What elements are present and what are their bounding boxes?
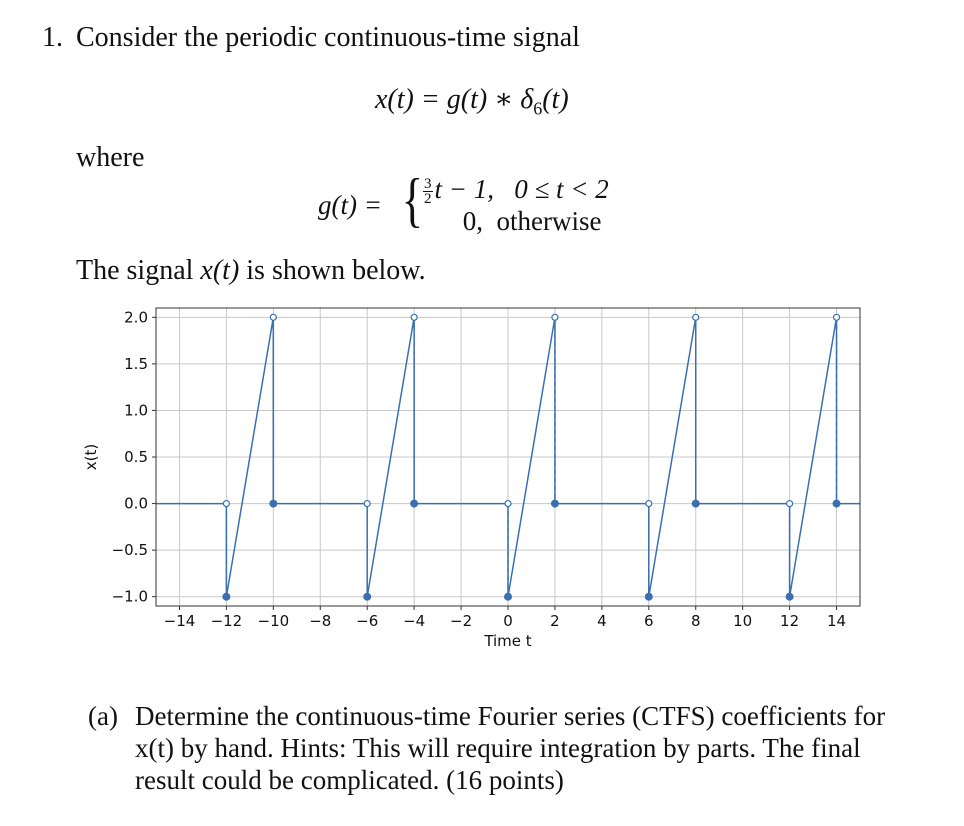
filled-point [550, 499, 559, 508]
x-tick-label: 0 [503, 612, 513, 630]
signal-text-math: x(t) [200, 255, 240, 286]
open-point [222, 499, 230, 508]
eq-x-main: x(t) = g(t) ∗ δ [375, 84, 534, 115]
x-tick-label: −12 [211, 612, 243, 630]
signal-line [156, 317, 860, 597]
eq-x-tail: (t) [542, 84, 569, 115]
signal-text-pre: The signal [76, 255, 201, 286]
y-tick-label: 1.0 [124, 401, 148, 419]
filled-point [410, 499, 419, 508]
y-tick-label: 2.0 [124, 308, 148, 326]
part-a-text: Determine the continuous-time Fourier se… [135, 701, 886, 795]
g-lhs: g(t) = [318, 190, 382, 220]
signal-text-post: is shown below. [239, 255, 426, 286]
x-tick-label: −10 [258, 612, 290, 630]
where-text: where [76, 142, 145, 173]
open-point [363, 499, 371, 508]
y-tick-label: 0.0 [124, 495, 148, 513]
signal-definition-equation: x(t) = g(t) ∗ δ6(t) [375, 82, 569, 120]
y-tick-label: 0.5 [124, 448, 148, 466]
x-tick-label: 14 [827, 612, 846, 630]
open-point [504, 499, 512, 508]
x-tick-label: 8 [691, 612, 701, 630]
eq-x-subscript: 6 [533, 98, 543, 119]
g-case-1-condition: 0 ≤ t < 2 [514, 174, 609, 204]
left-brace: { [401, 167, 424, 233]
x-tick-label: 6 [644, 612, 654, 630]
g-case-2: 0, otherwise [423, 206, 602, 237]
g-case-2-expr: 0, [462, 206, 483, 236]
plot-frame [155, 307, 861, 607]
open-point [410, 313, 418, 321]
open-point [785, 499, 794, 508]
signal-shown-text: The signal x(t) is shown below. [76, 255, 426, 287]
problem-number: 1. [42, 22, 63, 53]
filled-point [363, 592, 372, 601]
filled-point [504, 592, 512, 601]
fraction-numerator: 3 [423, 176, 433, 193]
open-point [832, 313, 841, 321]
y-axis-label: x(t) [82, 444, 100, 470]
x-tick-label: 10 [733, 612, 752, 630]
open-point [269, 313, 277, 321]
x-tick-label: −8 [309, 612, 331, 630]
y-tick-label: 1.5 [124, 355, 148, 373]
x-tick-label: 4 [597, 612, 607, 630]
x-tick-label: −14 [164, 612, 196, 630]
y-tick-label: −0.5 [112, 541, 148, 559]
open-point [645, 499, 653, 508]
x-tick-label: 12 [780, 612, 799, 630]
x-tick-label: −2 [450, 612, 472, 630]
open-point [692, 313, 700, 321]
g-case-2-condition: otherwise [496, 206, 602, 236]
x-axis-label: Time t [483, 632, 531, 650]
series [156, 317, 860, 597]
points [222, 313, 841, 601]
g-case-1-expr: t − 1, [434, 174, 494, 204]
filled-point [785, 592, 794, 601]
x-tick-label: 2 [550, 612, 560, 630]
open-point [551, 313, 559, 321]
y-tick-label: −1.0 [112, 588, 148, 606]
signal-plot: −14 −12 −10 −8 −6 −4 −2 0 2 4 6 8 10 12 14 −1.0 −0.5 0.0 0… [82, 307, 861, 650]
filled-point [269, 499, 278, 508]
axis-ticks: −14 −12 −10 −8 −6 −4 −2 0 2 4 6 8 10 12 14 −1.0 −0.5 0.0 0… [112, 308, 847, 630]
x-tick-label: −4 [403, 612, 425, 630]
filled-point [644, 592, 653, 601]
filled-point [222, 592, 231, 601]
problem-intro: Consider the periodic continuous-time si… [76, 22, 580, 53]
fraction-denominator: 2 [424, 191, 432, 208]
x-tick-label: −6 [356, 612, 378, 630]
filled-point [832, 499, 841, 508]
part-a-label: (a) [88, 701, 118, 731]
filled-point [691, 499, 700, 508]
